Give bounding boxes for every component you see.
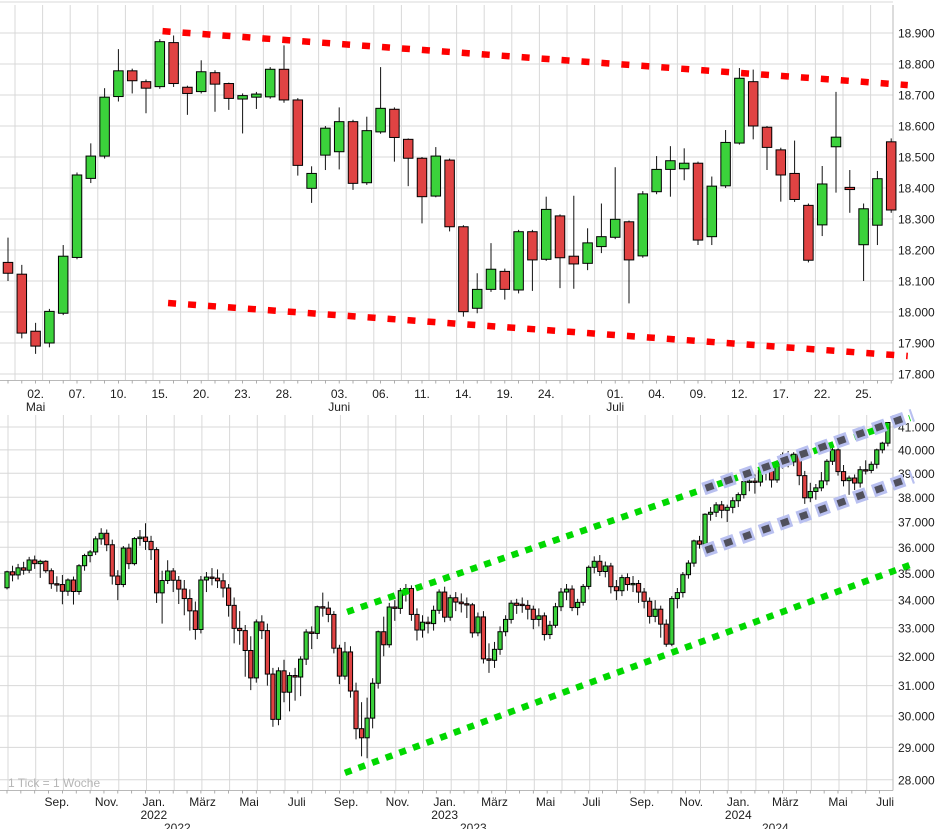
- weekly-x-tick-label: Nov.: [95, 795, 119, 809]
- daily-y-tick-label: 18.100: [898, 275, 935, 289]
- daily-y-tick-label: 17.800: [898, 368, 935, 382]
- daily-y-tick-label: 18.600: [898, 120, 935, 134]
- weekly-y-tick-label: 38.000: [898, 491, 935, 505]
- weekly-x-tick-label: Jan.: [727, 795, 750, 809]
- weekly-y-tick-label: 31.000: [898, 679, 935, 693]
- gray-channel-lower[interactable]: [701, 470, 915, 558]
- weekly-y-tick-label: 41.000: [898, 421, 935, 435]
- daily-x-tick-label: 25.: [855, 387, 872, 401]
- weekly-x-tick-label: Mai: [239, 795, 258, 809]
- green-channel-lower: [343, 561, 912, 776]
- weekly-x-tick-label: Sep.: [334, 795, 359, 809]
- weekly-x-tick-sublabel: 2022: [140, 808, 167, 822]
- weekly-x-tick-label: Nov.: [679, 795, 703, 809]
- daily-x-tick-label: 10.: [110, 387, 127, 401]
- weekly-x-tick-label: Mai: [828, 795, 847, 809]
- daily-x-tick-label: 14.: [455, 387, 472, 401]
- weekly-chart: 41.000 40.000 39.000 38.000 37.000 36.000 35.0…: [0, 408, 935, 822]
- daily-y-tick-label: 18.000: [898, 306, 935, 320]
- daily-horizontal-gridlines: [0, 1, 893, 375]
- weekly-candles: [4, 421, 891, 759]
- clipped-year: 2022: [164, 821, 191, 829]
- daily-y-tick-label: 18.400: [898, 182, 935, 196]
- clipped-year: 2024: [762, 821, 789, 829]
- weekly-x-tick-sublabel: 2024: [725, 808, 752, 822]
- daily-y-tick-label: 18.800: [898, 58, 935, 72]
- daily-x-tick-label: 09.: [690, 387, 707, 401]
- upper-resistance-line: [162, 27, 908, 89]
- daily-y-tick-label: 18.900: [898, 27, 935, 41]
- weekly-y-tick-label: 34.000: [898, 594, 935, 608]
- daily-x-tick-label: 11.: [414, 387, 430, 401]
- weekly-y-axis-labels: 41.000 40.000 39.000 38.000 37.000 36.000 35.0…: [898, 421, 935, 788]
- weekly-x-tick-label: Juli: [876, 795, 894, 809]
- daily-vertical-gridlines: [14, 5, 872, 380]
- daily-x-axis-labels: 02.Mai 07. 10. 15. 20. 23. 28. 03.Juni 06. 11. 14.…: [26, 387, 872, 414]
- weekly-x-tick-label: Nov.: [386, 795, 410, 809]
- clipped-year: 2023: [460, 821, 487, 829]
- lower-support-line: [167, 299, 908, 360]
- weekly-x-tick-label: Juli: [582, 795, 600, 809]
- daily-x-axis-ticks: [7, 380, 892, 384]
- daily-x-tick-sublabel: Juni: [328, 400, 350, 414]
- daily-y-tick-label: 18.500: [898, 151, 935, 165]
- daily-y-tick-label: 18.200: [898, 244, 935, 258]
- daily-x-tick-label: 19.: [496, 387, 513, 401]
- weekly-x-tick-label: März: [772, 795, 799, 809]
- daily-x-tick-label: 20.: [193, 387, 210, 401]
- weekly-x-tick-label: Jan.: [142, 795, 165, 809]
- daily-y-tick-label: 18.300: [898, 213, 935, 227]
- weekly-x-tick-label: Sep.: [45, 795, 70, 809]
- daily-y-tick-label: 18.700: [898, 89, 935, 103]
- weekly-y-tick-label: 36.000: [898, 541, 935, 555]
- daily-candles: [2, 35, 897, 354]
- daily-x-tick-label: 04.: [648, 387, 665, 401]
- daily-x-tick-label: 07.: [69, 387, 86, 401]
- daily-x-tick-label: 06.: [372, 387, 389, 401]
- daily-x-tick-sublabel: Mai: [26, 400, 45, 414]
- weekly-x-tick-label: Sep.: [630, 795, 655, 809]
- weekly-x-tick-label: Mai: [536, 795, 555, 809]
- daily-x-tick-label: 12.: [731, 387, 748, 401]
- weekly-x-tick-sublabel: 2023: [431, 808, 458, 822]
- weekly-y-tick-label: 40.000: [898, 443, 935, 457]
- weekly-y-tick-label: 32.000: [898, 650, 935, 664]
- daily-y-tick-label: 17.900: [898, 337, 935, 351]
- gray-channel-upper[interactable]: [701, 408, 915, 496]
- daily-chart: 18.900 18.800 18.700 18.600 18.500 18.400 18.3…: [0, 1, 935, 414]
- daily-x-tick-label: 22.: [814, 387, 831, 401]
- green-channel-upper: [346, 414, 912, 616]
- weekly-x-tick-label: Jan.: [433, 795, 456, 809]
- weekly-vertical-gridlines: [7, 415, 868, 790]
- weekly-y-tick-label: 33.000: [898, 621, 935, 635]
- daily-y-axis-labels: 18.900 18.800 18.700 18.600 18.500 18.400 18.3…: [898, 27, 935, 382]
- weekly-x-axis-ticks: [6, 790, 880, 794]
- daily-x-tick-label: 03.: [331, 387, 348, 401]
- weekly-y-tick-label: 30.000: [898, 709, 935, 723]
- weekly-y-tick-label: 35.000: [898, 567, 935, 581]
- daily-x-tick-sublabel: Juli: [606, 400, 624, 414]
- daily-x-tick-label: 28.: [276, 387, 293, 401]
- weekly-y-tick-label: 39.000: [898, 467, 935, 481]
- daily-x-tick-label: 15.: [151, 387, 168, 401]
- weekly-x-tick-label: März: [189, 795, 216, 809]
- daily-x-tick-label: 17.: [772, 387, 789, 401]
- daily-x-tick-label: 24.: [538, 387, 555, 401]
- daily-x-tick-label: 01.: [607, 387, 624, 401]
- weekly-y-tick-label: 29.000: [898, 741, 935, 755]
- weekly-x-tick-label: März: [481, 795, 508, 809]
- weekly-x-tick-label: Juli: [288, 795, 306, 809]
- weekly-y-tick-label: 28.000: [898, 773, 935, 787]
- weekly-y-tick-label: 37.000: [898, 515, 935, 529]
- daily-x-tick-label: 23.: [234, 387, 251, 401]
- daily-x-tick-label: 02.: [27, 387, 44, 401]
- clipped-year-row: 2022 2023 2024: [0, 821, 943, 829]
- tick-interval-note: 1 Tick = 1 Woche: [8, 776, 101, 790]
